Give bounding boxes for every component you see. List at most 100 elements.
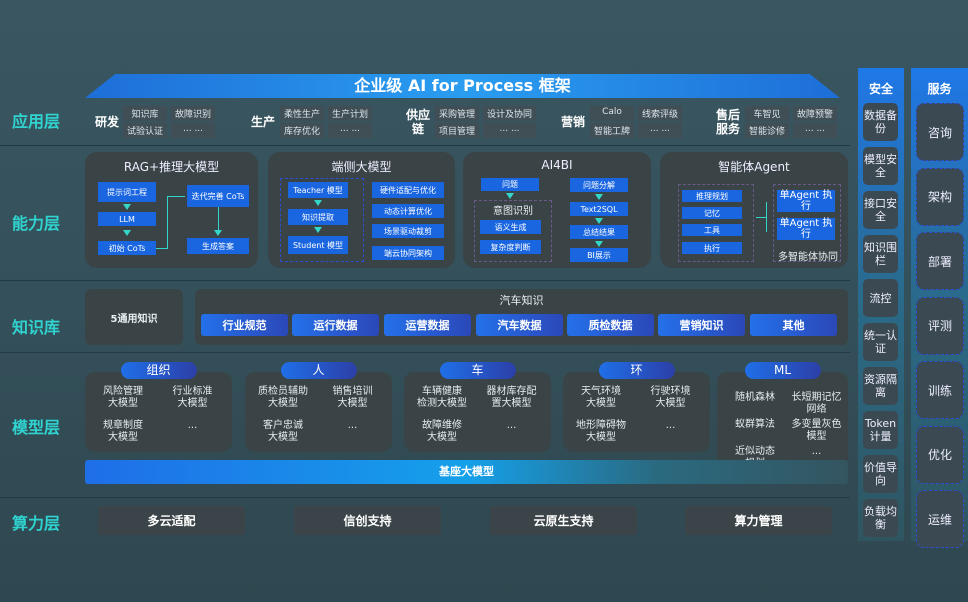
rag-card: RAG+推理大模型 提示词工程 LLM 初始 CoTs 迭代完善 CoTs 生成…: [85, 152, 258, 268]
edge-model-card: 端侧大模型 Teacher 模型 知识提取 Student 模型 硬件适配与优化…: [268, 152, 455, 268]
app-item[interactable]: 智能诊修: [745, 123, 790, 138]
security-item[interactable]: 接口安全: [863, 191, 898, 229]
security-item[interactable]: 知识围栏: [863, 235, 898, 273]
service-item[interactable]: 优化: [916, 425, 964, 484]
arrow-down-icon: [506, 193, 514, 199]
app-item[interactable]: 故障识别: [171, 106, 216, 121]
agent-item: 记忆: [682, 207, 742, 219]
complexity-box: 复杂度判断: [480, 240, 541, 254]
compute-item: 算力管理: [685, 506, 832, 535]
service-item[interactable]: 架构: [916, 167, 964, 226]
answer-box: 生成答案: [187, 238, 249, 254]
model-item: 天气环境 大模型: [581, 386, 621, 409]
security-item[interactable]: 流控: [863, 279, 898, 317]
model-card: [245, 372, 392, 452]
security-item[interactable]: 模型安全: [863, 147, 898, 185]
app-item[interactable]: 线索评级: [638, 106, 683, 121]
service-item[interactable]: 运维: [916, 490, 964, 548]
app-group: 研发 知识库 故障识别 试验认证... ...: [95, 106, 216, 138]
compute-item: 云原生支持: [490, 506, 637, 535]
text2sql-box: Text2SQL: [570, 202, 628, 216]
rag-title: RAG+推理大模型: [123, 160, 220, 174]
arrow-down-icon: [595, 218, 603, 224]
security-item[interactable]: 负载均衡: [863, 499, 898, 537]
model-card: [404, 372, 551, 452]
model-item: 质检员辅助 大模型: [258, 386, 308, 409]
app-item[interactable]: 知识库: [123, 106, 168, 121]
agent-card: 智能体Agent 推理规划 记忆 工具 执行 单Agent 执行 单Agent …: [660, 152, 848, 268]
model-item: 随机森林: [735, 392, 775, 403]
connector: [167, 196, 168, 249]
multi-agent-label: 多智能体协同: [778, 252, 838, 263]
iter-cots-box: 迭代完善 CoTs: [187, 185, 249, 207]
single-agent-box: 单Agent 执行: [777, 190, 835, 212]
model-item: ...: [665, 420, 676, 431]
layer-label-ability: 能力层: [12, 214, 61, 233]
model-item: ...: [347, 420, 358, 431]
ai4bi-card: AI4BI 问题 意图识别 语义生成 复杂度判断 问题分解 Text2SQL 总…: [463, 152, 651, 268]
decompose-box: 问题分解: [570, 178, 628, 192]
security-item[interactable]: 资源隔离: [863, 367, 898, 405]
app-item[interactable]: 柔性生产: [280, 106, 325, 121]
app-item[interactable]: 采购管理: [435, 106, 480, 121]
knowledge-item[interactable]: 其他: [750, 314, 837, 336]
app-item[interactable]: 试验认证: [123, 123, 168, 138]
security-item[interactable]: 统一认证: [863, 323, 898, 361]
connector: [167, 196, 185, 197]
app-item[interactable]: 车智见: [745, 106, 790, 121]
service-item[interactable]: 咨询: [916, 103, 964, 161]
model-item: 多变量灰色 模型: [791, 419, 842, 442]
init-cots-box: 初始 CoTs: [98, 241, 156, 255]
service-item[interactable]: 训练: [916, 361, 964, 419]
teacher-box: Teacher 模型: [288, 182, 348, 198]
model-card: [563, 372, 710, 452]
app-item[interactable]: 项目管理: [435, 123, 480, 138]
service-item[interactable]: 部署: [916, 232, 964, 290]
app-item[interactable]: 故障预警: [793, 106, 838, 121]
app-item[interactable]: ... ...: [638, 123, 683, 138]
app-item[interactable]: 设计及协同: [483, 106, 537, 121]
knowledge-item[interactable]: 营销知识: [658, 314, 745, 336]
app-item[interactable]: 库存优化: [280, 123, 325, 138]
student-box: Student 模型: [288, 236, 348, 254]
knowledge-item[interactable]: 汽车数据: [476, 314, 563, 336]
model-item: 故障维修 大模型: [422, 420, 462, 443]
knowledge-item[interactable]: 运行数据: [292, 314, 379, 336]
agent-item: 推理规划: [682, 190, 742, 202]
connector: [156, 248, 167, 249]
knowledge-item[interactable]: 质检数据: [567, 314, 654, 336]
dashed-frame: [474, 200, 552, 262]
edge-item: 硬件适配与优化: [372, 182, 444, 198]
edge-item: 动态计算优化: [372, 204, 444, 218]
knowledge-item[interactable]: 运营数据: [384, 314, 471, 336]
app-item[interactable]: ... ...: [483, 123, 537, 138]
compute-item: 多云适配: [98, 506, 245, 535]
agent-title: 智能体Agent: [718, 160, 790, 174]
app-item[interactable]: 生产计划: [328, 106, 373, 121]
app-item[interactable]: ... ...: [328, 123, 373, 138]
model-item: ...: [187, 420, 198, 431]
model-category-tag: 环: [598, 362, 675, 379]
prompt-box: 提示词工程: [98, 182, 156, 202]
agent-item: 工具: [682, 224, 742, 236]
security-item[interactable]: Token计量: [863, 411, 898, 449]
model-item: 行驶环境 大模型: [650, 386, 691, 409]
app-item[interactable]: ... ...: [171, 123, 216, 138]
service-item[interactable]: 评测: [916, 296, 964, 355]
model-item: 规章制度 大模型: [103, 420, 143, 443]
app-group: 营销 Calo 线索评级 智能工牌... ...: [560, 106, 683, 138]
dashed-frame: [678, 184, 754, 262]
arrow-down-icon: [314, 200, 322, 206]
security-item[interactable]: 数据备份: [863, 103, 898, 141]
arrow-down-icon: [314, 227, 322, 233]
app-item[interactable]: Calo: [590, 106, 635, 121]
app-category: 研发: [95, 115, 120, 129]
app-item[interactable]: 智能工牌: [590, 123, 635, 138]
app-category: 售后服务: [715, 108, 740, 136]
app-category: 供应链: [405, 108, 430, 136]
security-item[interactable]: 价值导向: [863, 455, 898, 493]
model-item: 风险管理 大模型: [103, 386, 143, 409]
app-item[interactable]: ... ...: [793, 123, 838, 138]
knowledge-item[interactable]: 行业规范: [201, 314, 288, 336]
model-category-tag: ML: [744, 362, 821, 379]
